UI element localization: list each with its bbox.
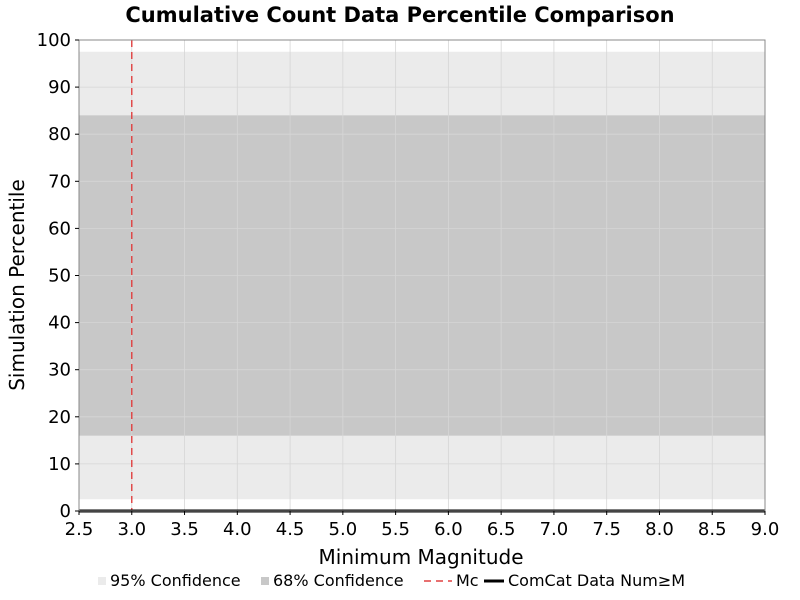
legend-swatch [98,577,106,585]
plot-area [78,39,766,513]
x-tick-label: 9.0 [751,519,780,540]
x-tick-label: 8.0 [645,519,674,540]
x-tick-label: 4.0 [223,519,252,540]
x-tick-label: 7.0 [540,519,569,540]
y-tick-label: 60 [48,218,71,239]
x-tick-label: 3.0 [117,519,146,540]
y-tick-label: 20 [48,407,71,428]
y-tick-label: 10 [48,454,71,475]
y-axis-label: Simulation Percentile [5,179,29,391]
x-tick-label: 4.5 [276,519,305,540]
legend-label: 68% Confidence [273,571,404,590]
y-tick-label: 90 [48,77,71,98]
x-tick-label: 6.0 [434,519,463,540]
x-tick-label: 7.5 [592,519,621,540]
x-tick-label: 6.5 [487,519,516,540]
y-tick-label: 70 [48,171,71,192]
y-axis-ticks: 0 10 20 30 40 50 60 70 80 90 100 [37,30,79,522]
y-tick-label: 30 [48,360,71,381]
y-tick-label: 100 [37,30,71,51]
legend-label: Mc [456,571,479,590]
x-tick-label: 5.5 [381,519,410,540]
chart-title: Cumulative Count Data Percentile Compari… [125,3,674,27]
y-tick-label: 40 [48,313,71,334]
x-axis-label: Minimum Magnitude [319,545,524,569]
legend: 95% Confidence 68% Confidence Mc ComCat Dat… [98,571,685,590]
x-axis-ticks: 2.5 3.0 3.5 4.0 4.5 5.0 5.5 6.0 6.5 7.0 7.5 8.0 8.5 9… [65,511,780,540]
x-tick-label: 5.0 [329,519,358,540]
x-tick-label: 2.5 [65,519,94,540]
y-tick-label: 50 [48,266,71,287]
y-tick-label: 80 [48,124,71,145]
legend-swatch [261,577,269,585]
y-tick-label: 0 [60,501,71,522]
legend-label: 95% Confidence [110,571,241,590]
legend-label: ComCat Data Num≥M [508,571,685,590]
x-tick-label: 3.5 [170,519,199,540]
x-tick-label: 8.5 [698,519,727,540]
